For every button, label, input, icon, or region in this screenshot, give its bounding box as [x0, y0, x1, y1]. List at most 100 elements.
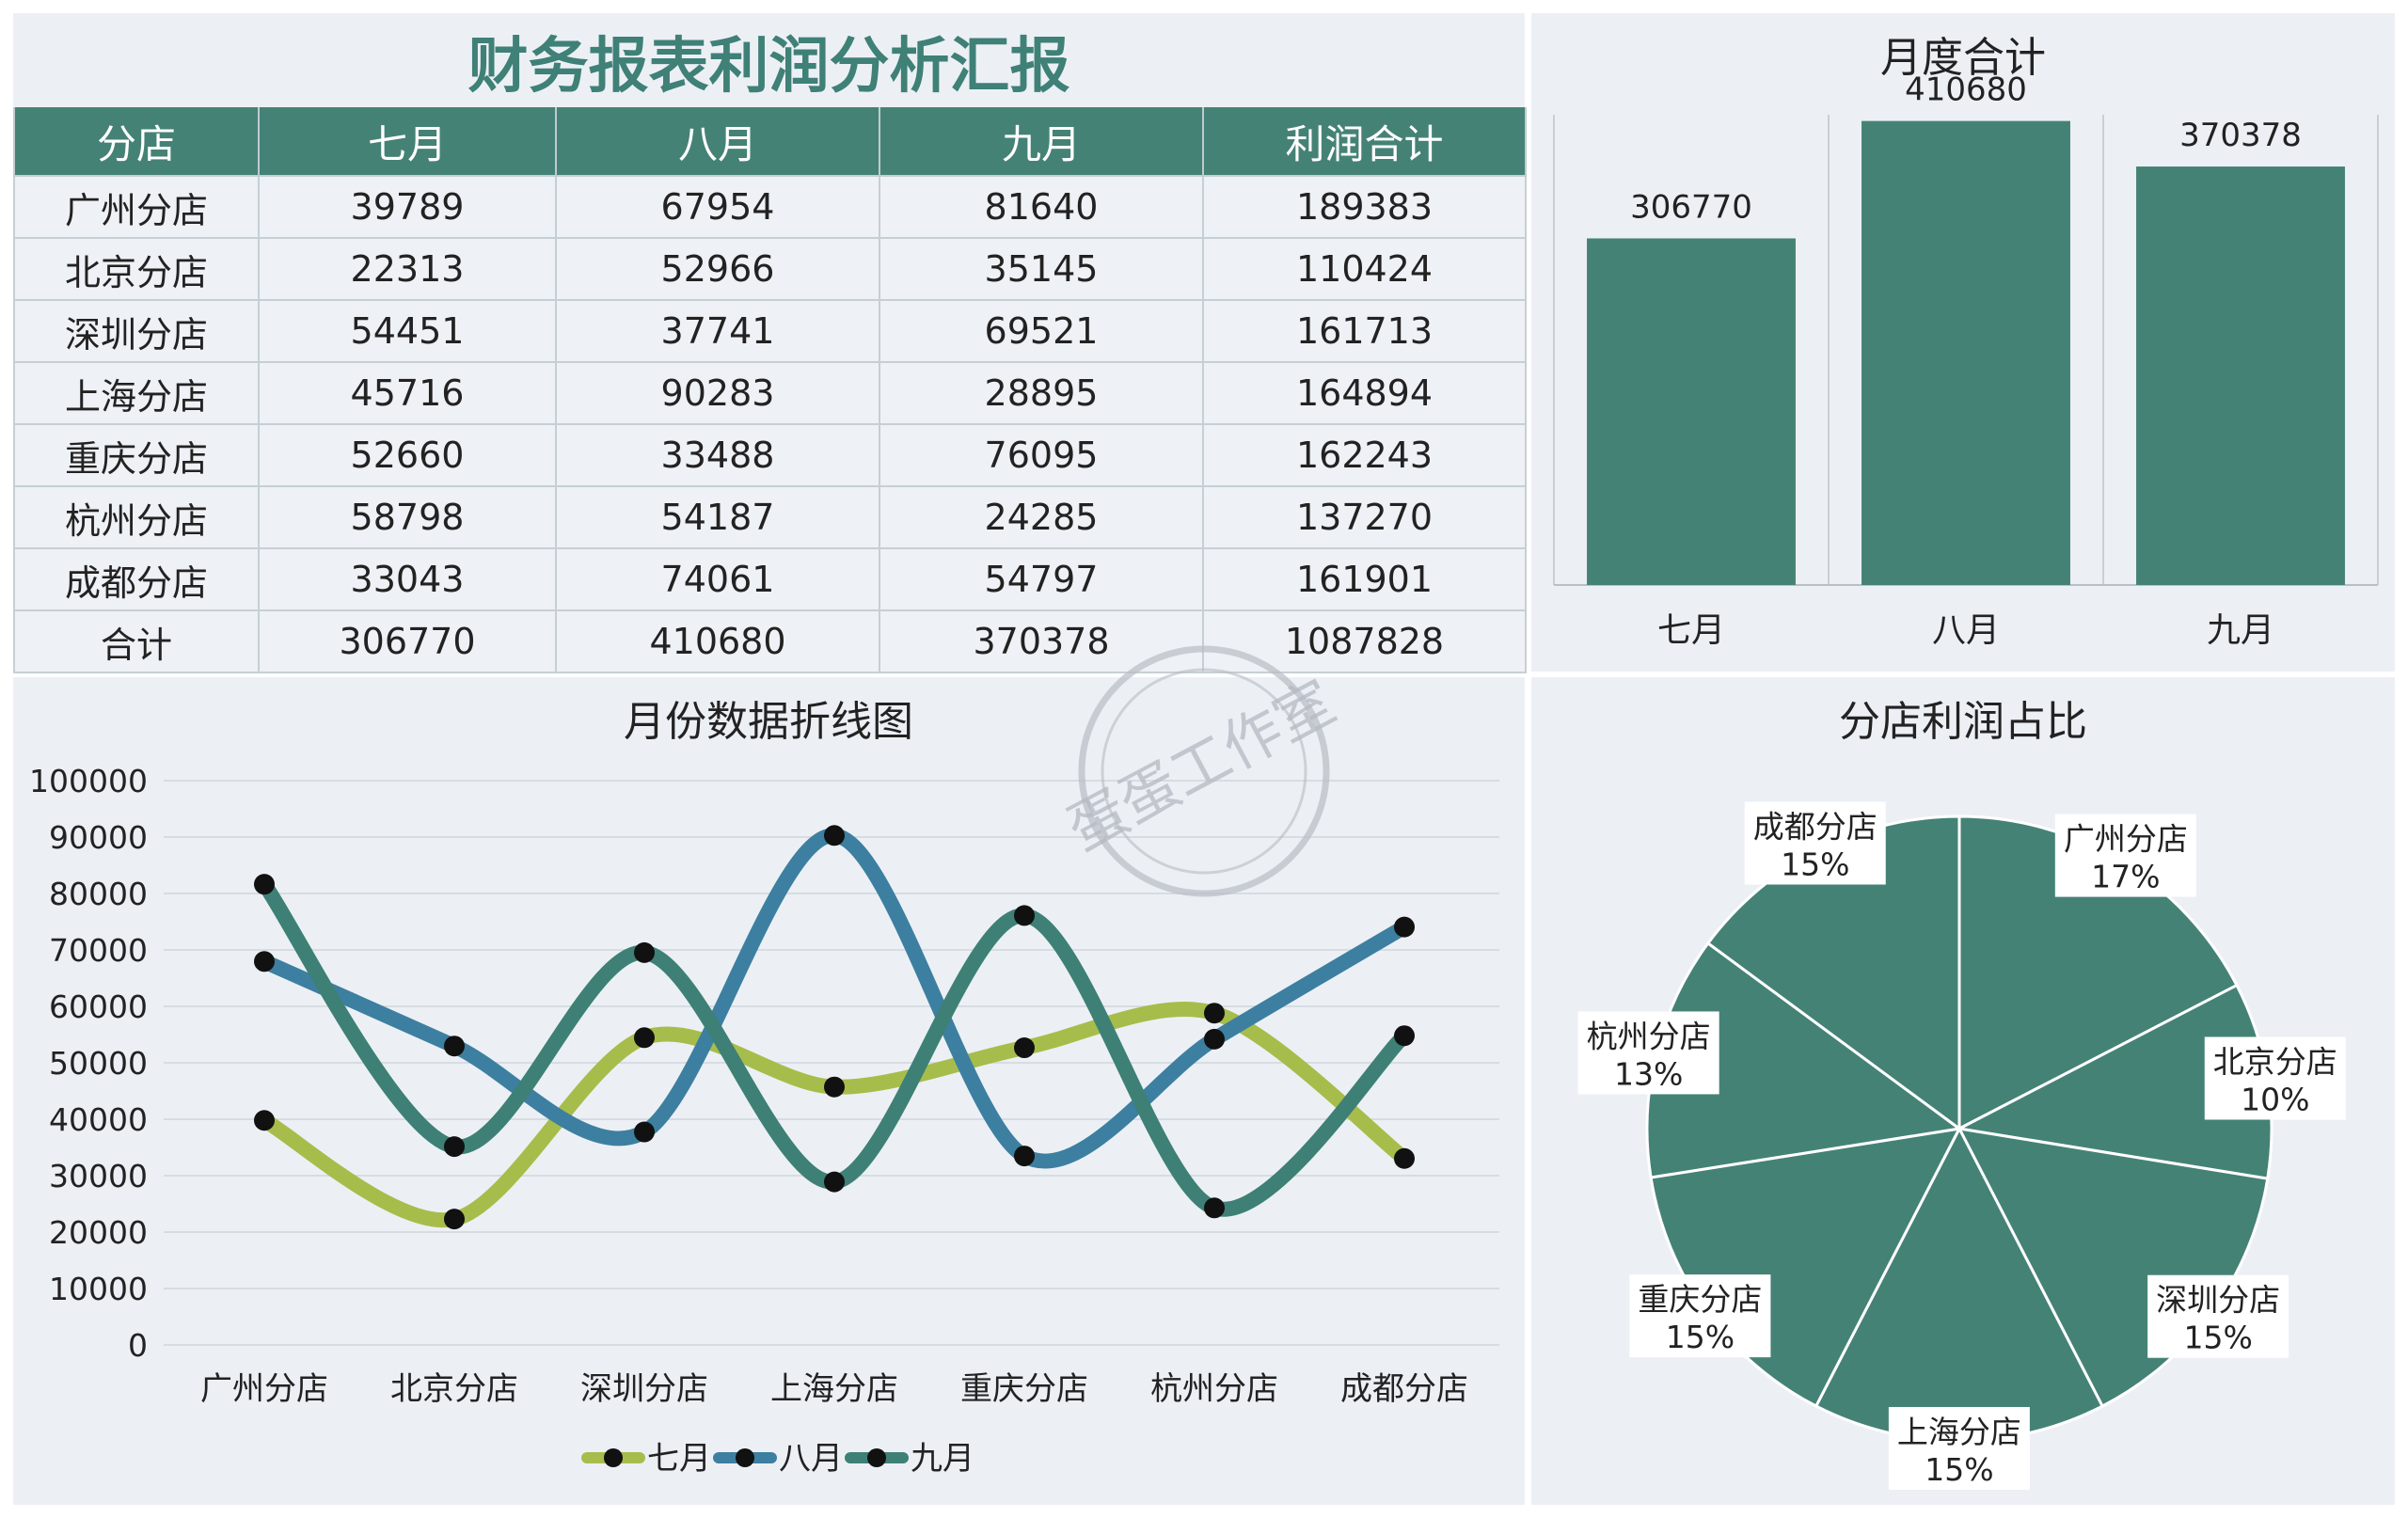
- bar-data-label: 306770: [1630, 188, 1752, 226]
- table-cell: 北京分店: [13, 237, 260, 301]
- table-cell: 54451: [258, 299, 557, 363]
- legend-marker: [867, 1448, 886, 1467]
- legend-marker: [604, 1448, 623, 1467]
- x-tick-label: 重庆分店: [960, 1370, 1088, 1408]
- table-row: 成都分店 33043 74061 54797 161901: [13, 547, 1527, 611]
- bar-九月: [2136, 166, 2345, 586]
- x-tick-label: 成都分店: [1340, 1370, 1468, 1408]
- bar-chart-title: 月度合计: [1880, 34, 2046, 82]
- bar-category-label: 八月: [1932, 611, 2000, 650]
- header-cell: 分店: [13, 107, 260, 176]
- table-cell: 76095: [879, 423, 1204, 487]
- y-tick-label: 10000: [49, 1271, 148, 1307]
- pie-label-pct: 13%: [1614, 1055, 1683, 1092]
- y-tick-label: 0: [128, 1327, 148, 1364]
- y-tick-label: 70000: [49, 932, 148, 969]
- table-cell: 54187: [555, 485, 880, 549]
- pie-label-pct: 17%: [2091, 859, 2160, 895]
- series-line-九月: [257, 877, 1412, 1217]
- data-point-九月: [1394, 1025, 1415, 1047]
- table-cell: 33488: [555, 423, 880, 487]
- bar-category-label: 七月: [1657, 611, 1725, 650]
- pie-label-name: 重庆分店: [1638, 1281, 1762, 1318]
- pie-label-name: 杭州分店: [1587, 1018, 1711, 1054]
- pie-label-box: [2204, 1036, 2346, 1120]
- table-cell: 52660: [258, 423, 557, 487]
- table-cell: 39789: [258, 175, 557, 239]
- table-cell: 24285: [879, 485, 1204, 549]
- x-tick-label: 广州分店: [200, 1370, 328, 1408]
- data-point-七月: [1204, 1003, 1225, 1024]
- pie-chart-title: 分店利润占比: [1839, 698, 2087, 746]
- pie-label-name: 上海分店: [1897, 1414, 2021, 1450]
- table-cell: 67954: [555, 175, 880, 239]
- line-chart-title: 月份数据折线图: [624, 698, 913, 746]
- table-cell: 重庆分店: [13, 423, 260, 487]
- pie-label-name: 广州分店: [2064, 821, 2188, 858]
- table-cell: 广州分店: [13, 175, 260, 239]
- pie-label-box: [1629, 1274, 1771, 1358]
- series-line-八月: [257, 828, 1412, 1169]
- table-cell: 上海分店: [13, 361, 260, 425]
- table-row: 杭州分店 58798 54187 24285 137270: [13, 485, 1527, 549]
- y-tick-label: 100000: [29, 763, 148, 799]
- pie-label-box: [2054, 814, 2196, 897]
- table-cell: 410680: [555, 609, 880, 673]
- bar-七月: [1587, 238, 1796, 585]
- data-point-七月: [634, 1027, 655, 1049]
- y-tick-label: 50000: [49, 1045, 148, 1082]
- branch-profit-pie-chart: 分店利润占比广州分店17%北京分店10%深圳分店15%上海分店15%重庆分店15…: [1577, 698, 2346, 1490]
- bar-八月: [1861, 120, 2070, 586]
- monthly-line-chart: 月份数据折线图 0 10000 20000 30000 40000 50000 60000 70…: [29, 698, 1499, 1478]
- data-point-七月: [254, 1110, 275, 1131]
- table-header-row: 分店 七月 八月 九月 利润合计: [13, 107, 1527, 176]
- table-cell: 110424: [1202, 237, 1527, 301]
- data-point-九月: [1014, 905, 1035, 926]
- table-cell: 杭州分店: [13, 485, 260, 549]
- header-cell: 七月: [258, 107, 557, 176]
- table-cell: 189383: [1202, 175, 1527, 239]
- header-cell: 利润合计: [1202, 107, 1527, 176]
- table-cell: 74061: [555, 547, 880, 611]
- bar-data-label: 370378: [2179, 117, 2302, 154]
- y-tick-label: 30000: [49, 1158, 148, 1194]
- table-cell: 35145: [879, 237, 1204, 301]
- legend-label: 七月: [647, 1440, 711, 1478]
- legend-marker: [736, 1448, 754, 1467]
- table-cell: 81640: [879, 175, 1204, 239]
- y-tick-label: 80000: [49, 876, 148, 912]
- bar-category-label: 九月: [2207, 611, 2274, 650]
- pie-label-name: 深圳分店: [2156, 1282, 2280, 1319]
- table-cell: 28895: [879, 361, 1204, 425]
- table-row: 上海分店 45716 90283 28895 164894: [13, 361, 1527, 425]
- y-tick-label: 40000: [49, 1101, 148, 1138]
- table-cell: 22313: [258, 237, 557, 301]
- table-cell: 合计: [13, 609, 260, 673]
- table-cell: 306770: [258, 609, 557, 673]
- table-row: 重庆分店 52660 33488 76095 162243: [13, 423, 1527, 487]
- report-table-panel: 财务报表利润分析汇报 分店 七月 八月 九月 利润合计 广州分店 39789 679…: [13, 13, 1527, 673]
- bar-data-label: 410680: [1905, 71, 2027, 109]
- table-cell: 54797: [879, 547, 1204, 611]
- pie-label-box: [1888, 1407, 2030, 1490]
- table-cell: 90283: [555, 361, 880, 425]
- data-point-七月: [1014, 1037, 1035, 1059]
- data-point-九月: [824, 1171, 845, 1193]
- monthly-total-bar-chart: 月度合计 306770 七月 410680 八月 370378 九月: [1553, 34, 2379, 650]
- header-cell: 八月: [555, 107, 880, 176]
- table-cell: 69521: [879, 299, 1204, 363]
- pie-label-box: [1744, 801, 1886, 885]
- legend-label: 八月: [779, 1440, 843, 1478]
- table-cell: 370378: [879, 609, 1204, 673]
- pie-label-box: [1577, 1011, 1719, 1095]
- pie-label-pct: 15%: [2183, 1320, 2252, 1356]
- data-point-九月: [634, 941, 655, 963]
- x-tick-label: 上海分店: [770, 1370, 898, 1408]
- table-body: 广州分店 39789 67954 81640 189383 北京分店 22313 52966 3…: [13, 175, 1527, 673]
- table-cell: 164894: [1202, 361, 1527, 425]
- table-cell: 33043: [258, 547, 557, 611]
- data-point-七月: [824, 1076, 845, 1098]
- pie-label-name: 北京分店: [2213, 1043, 2337, 1080]
- data-point-八月: [444, 1036, 465, 1057]
